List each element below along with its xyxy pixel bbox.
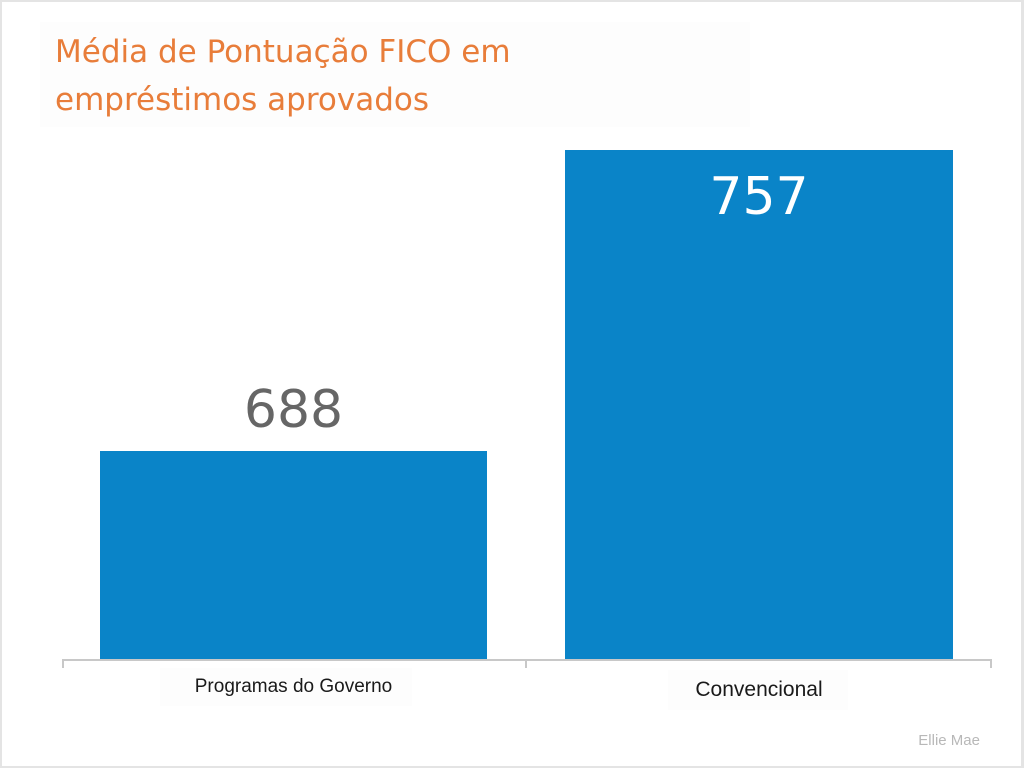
category-label-background <box>160 668 412 706</box>
x-axis-tick <box>990 659 992 668</box>
chart-title: Média de Pontuação FICO em empréstimos a… <box>55 28 511 124</box>
x-axis-tick <box>62 659 64 668</box>
x-axis-tick <box>525 659 527 668</box>
bar-conventional <box>565 150 953 659</box>
chart-title-line-1: Média de Pontuação FICO em <box>55 34 511 70</box>
bar-value-label-conventional: 757 <box>709 167 809 227</box>
chart-title-line-2: empréstimos aprovados <box>55 82 430 118</box>
category-label-conventional: Convencional <box>695 678 823 701</box>
category-label-government-programs: Programas do Governo <box>194 676 393 697</box>
x-axis-line <box>62 659 992 661</box>
bar-government-programs <box>100 451 487 659</box>
source-credit: Ellie Mae <box>918 732 980 749</box>
category-label-background <box>668 670 848 710</box>
bar-value-label-government: 688 <box>243 380 344 440</box>
title-background <box>40 22 750 127</box>
